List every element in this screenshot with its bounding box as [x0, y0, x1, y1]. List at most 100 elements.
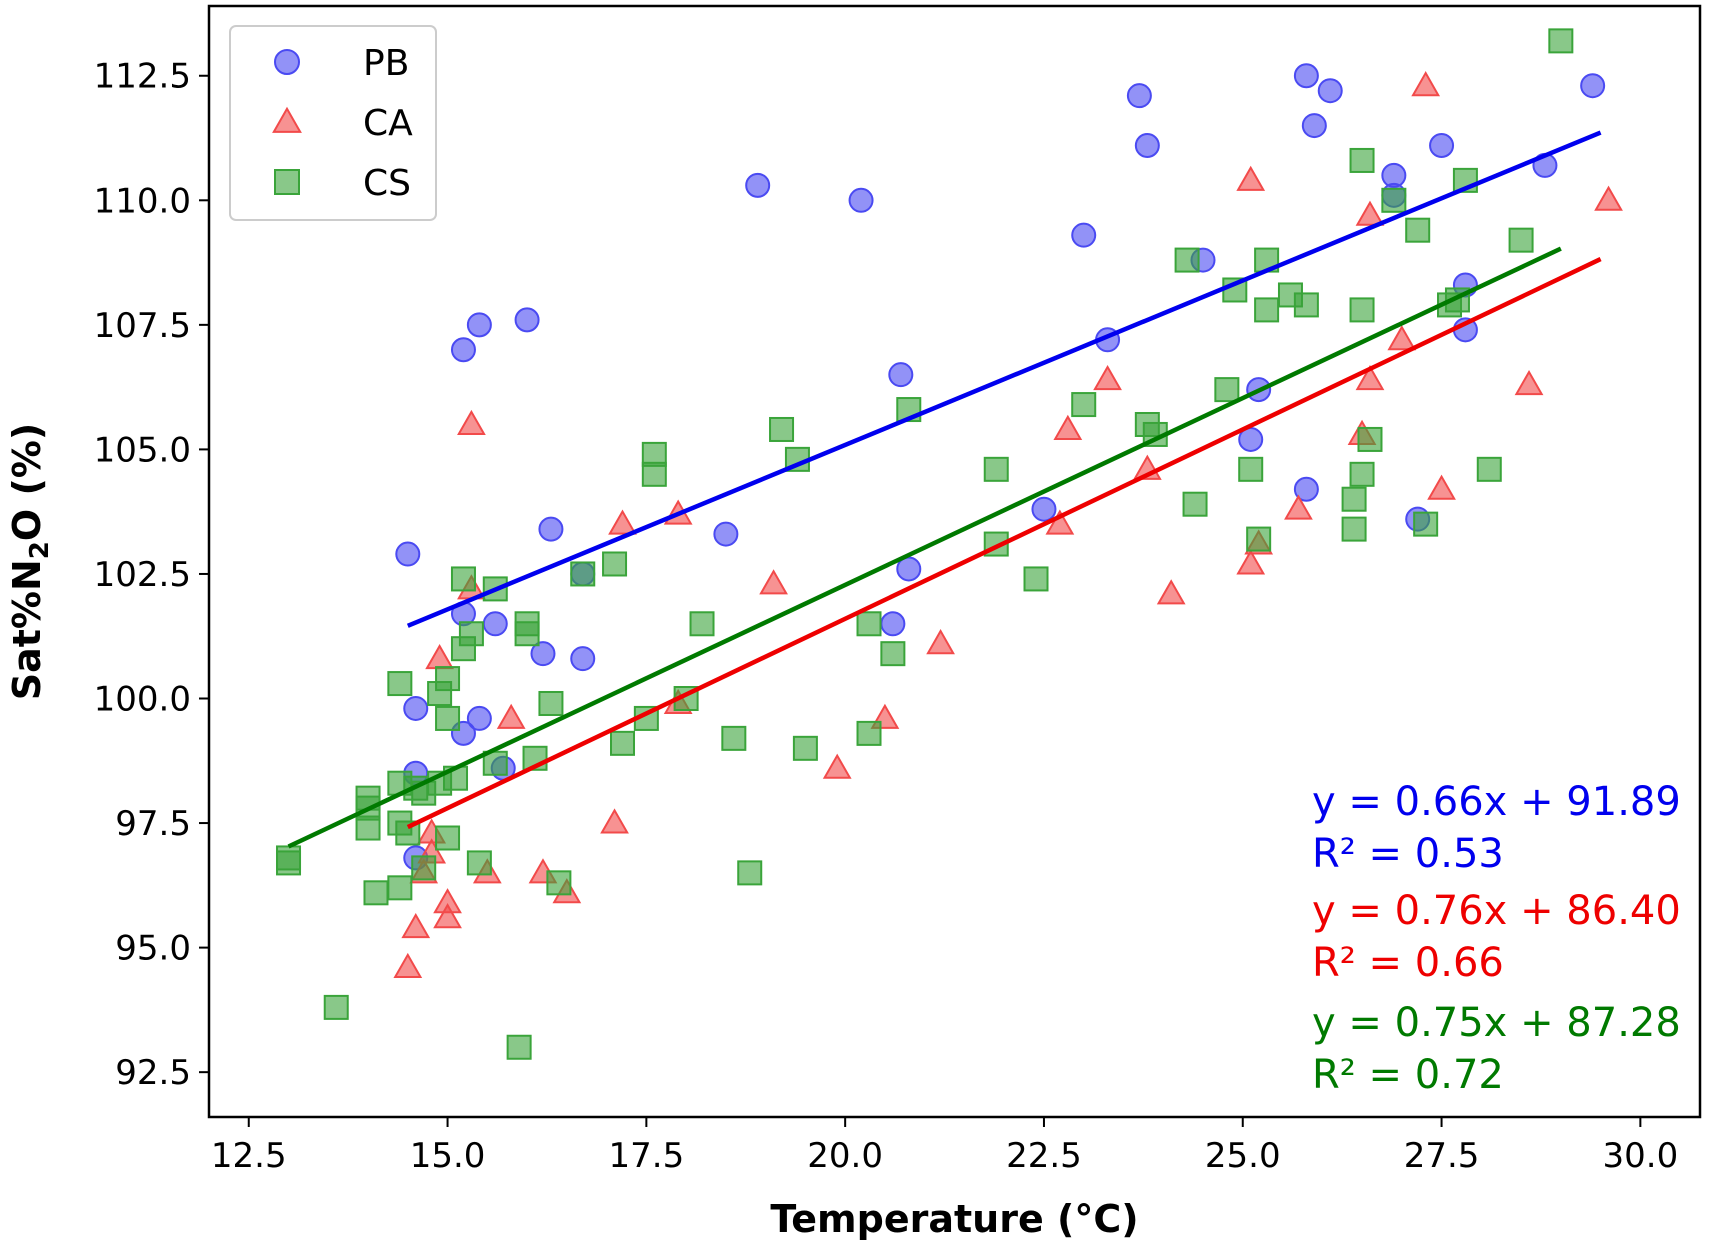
data-point-ca: [1355, 364, 1385, 391]
data-point-ca: [1045, 509, 1075, 535]
data-point-cs: [1246, 526, 1272, 552]
y-tick-label: 107.5: [94, 306, 191, 346]
equation-pb: y = 0.66x + 91.89: [1312, 779, 1681, 825]
data-point-cs: [721, 725, 747, 751]
data-point-cs: [1293, 292, 1319, 318]
data-point-cs: [1405, 217, 1431, 243]
data-point-ca: [1236, 165, 1266, 191]
y-axis-label-subscript: 2: [25, 541, 55, 559]
x-axis-ticks: 12.5 15.0 17.5 20.0 22.5 25.0 27.5 30.0: [211, 1117, 1678, 1176]
data-point-pb: [482, 611, 508, 637]
data-point-cs: [1238, 456, 1264, 482]
data-point-ca: [600, 808, 629, 834]
data-point-ca: [1594, 185, 1623, 211]
data-point-pb: [403, 695, 429, 721]
data-point-cs: [602, 551, 628, 577]
data-point-cs: [466, 850, 492, 876]
data-point-cs: [737, 860, 763, 886]
y-axis-label-post: O (%): [5, 423, 49, 541]
data-point-cs: [570, 561, 596, 587]
legend-label-pb: PB: [363, 43, 409, 84]
data-point-ca: [608, 509, 637, 535]
data-point-pb: [880, 611, 906, 637]
data-point-ca: [1387, 325, 1417, 351]
fit-lines: [287, 130, 1602, 849]
data-point-cs: [1381, 187, 1407, 213]
y-tick-label: 105.0: [94, 430, 191, 470]
data-point-ca: [433, 888, 462, 914]
data-point-cs: [1508, 227, 1534, 253]
data-point-cs: [1071, 392, 1097, 418]
data-point-cs: [983, 456, 1009, 482]
data-point-ca: [1427, 474, 1456, 500]
data-point-cs: [1182, 491, 1208, 517]
data-point-pb: [1580, 73, 1606, 99]
x-tick-label: 15.0: [410, 1136, 486, 1176]
data-point-pb: [1126, 83, 1152, 109]
data-point-cs: [1341, 486, 1367, 512]
y-tick-label: 95.0: [115, 929, 191, 969]
plot-frame: [207, 4, 1702, 1119]
fit-line-pb: [406, 130, 1602, 628]
data-point-cs: [1548, 28, 1574, 54]
data-point-cs: [1413, 511, 1439, 537]
data-point-ca: [1411, 71, 1441, 97]
data-point-cs: [880, 641, 906, 667]
data-point-cs: [435, 705, 461, 731]
data-point-pb: [450, 337, 476, 363]
data-point-cs: [411, 855, 437, 881]
data-point-cs: [1349, 461, 1375, 487]
x-axis-label: Temperature (°C): [770, 1197, 1138, 1240]
data-point-ca: [1236, 549, 1266, 575]
data-point-ca: [1093, 364, 1122, 391]
x-tick-label: 25.0: [1205, 1136, 1281, 1176]
data-point-cs: [641, 461, 667, 487]
y-axis-label: Sat%N2O (%): [5, 423, 55, 701]
y-axis-label-pre: Sat%N: [5, 559, 49, 700]
data-point-pb: [713, 521, 739, 547]
data-point-pb: [1301, 113, 1327, 139]
legend-label-cs: CS: [363, 163, 411, 204]
data-point-cs: [395, 820, 421, 846]
data-point-pb: [514, 307, 540, 333]
x-tick-label: 12.5: [211, 1136, 287, 1176]
data-point-pb: [1317, 78, 1343, 104]
data-point-pb: [1134, 132, 1160, 158]
fit-line-ca: [406, 257, 1602, 830]
data-point-pb: [466, 705, 492, 731]
x-tick-label: 20.0: [807, 1136, 883, 1176]
data-point-pb: [530, 641, 556, 667]
data-point-ca: [401, 913, 431, 939]
legend-marker-ca: [272, 106, 302, 133]
data-point-ca: [759, 569, 788, 595]
data-point-ca: [1284, 494, 1313, 520]
data-point-cs: [458, 621, 484, 647]
data-point-pb: [1031, 496, 1057, 522]
data-point-pb: [745, 172, 771, 198]
data-point-pb: [570, 646, 596, 672]
data-point-ca: [1355, 200, 1385, 226]
data-point-pb: [1429, 132, 1455, 158]
data-point-cs: [506, 1034, 532, 1060]
equation-cs: y = 0.75x + 87.28: [1312, 1000, 1681, 1046]
y-axis-ticks: 92.5 95.0 97.5 100.0 102.5 105.0 107.5 110.0 112…: [94, 57, 209, 1093]
r-squared-ca: R² = 0.66: [1312, 940, 1504, 986]
data-point-cs: [1214, 377, 1240, 403]
data-point-cs: [1349, 147, 1375, 173]
x-tick-label: 27.5: [1404, 1136, 1480, 1176]
data-point-cs: [355, 815, 381, 841]
data-point-ca: [433, 903, 462, 929]
fit-line-cs: [287, 246, 1562, 849]
data-point-cs: [546, 870, 572, 896]
regression-equations: y = 0.66x + 91.89 R² = 0.53 y = 0.76x + 86…: [1312, 779, 1681, 1098]
r-squared-pb: R² = 0.53: [1312, 831, 1504, 877]
equation-ca: y = 0.76x + 86.40: [1312, 888, 1681, 934]
data-point-pb: [466, 312, 492, 338]
data-point-pb: [1293, 63, 1319, 89]
data-point-cs: [514, 621, 540, 647]
data-point-cs: [1357, 426, 1383, 452]
data-point-cs: [856, 611, 882, 637]
data-point-cs: [323, 994, 349, 1020]
data-point-pb: [1293, 476, 1319, 502]
